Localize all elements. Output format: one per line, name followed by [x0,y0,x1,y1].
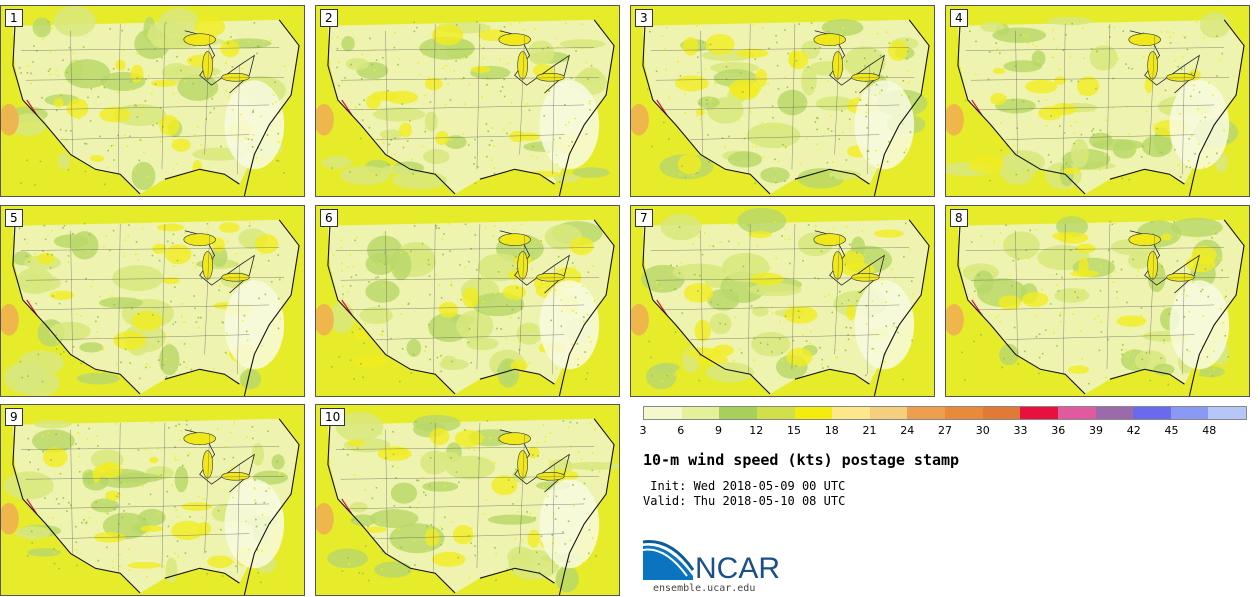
member-number: 4 [950,9,968,27]
legend-tick-label: 30 [975,424,990,437]
member-number: 6 [320,209,338,227]
wind-speed-map [316,405,619,595]
logo-text: NCAR [695,552,780,585]
map-panel-10: 10 [315,404,620,596]
wind-speed-map [316,206,619,396]
legend-swatch [832,407,870,419]
legend-swatch [945,407,983,419]
legend-tick-label: 21 [862,424,877,437]
legend-tick-label: 6 [677,424,685,437]
legend-swatch [1057,407,1096,419]
legend-tick-label: 42 [1126,424,1141,437]
member-number: 5 [5,209,23,227]
legend-tick-label: 39 [1089,424,1103,437]
member-number: 9 [5,408,23,426]
legend-tick-label: 48 [1202,424,1217,437]
member-number: 2 [320,9,338,27]
member-number: 10 [320,408,346,426]
wind-speed-map [316,6,619,196]
legend-swatch [1133,407,1171,419]
legend-tick-label: 45 [1164,424,1179,437]
legend-tick-label: 33 [1013,424,1028,437]
legend-swatch [719,407,757,419]
map-panel-2: 2 [315,5,620,197]
legend-swatch [1020,407,1058,419]
legend-tick-label: 3 [639,424,647,437]
map-panel-3: 3 [630,5,935,197]
legend-tick-label: 18 [824,424,839,437]
member-number: 8 [950,209,968,227]
legend-swatch [1208,407,1246,419]
ncar-logo: NCAR [642,540,793,585]
valid-time: Valid: Thu 2018-05-10 08 UTC [643,494,846,508]
legend-swatch [869,407,908,419]
site-url: ensemble.ucar.edu [653,583,756,594]
legend-tick-label: 9 [715,424,722,437]
map-panel-5: 5 [0,205,305,397]
wind-speed-map [1,206,304,396]
legend-swatch [794,407,833,419]
legend-swatch [644,407,682,419]
map-panel-8: 8 [945,205,1250,397]
wind-speed-map [946,206,1249,396]
legend-tick-label: 15 [787,424,801,437]
map-panel-9: 9 [0,404,305,596]
legend-swatch [1170,407,1209,419]
legend-tick-label: 24 [900,424,915,437]
wind-speed-map [1,6,304,196]
legend-swatch [982,407,1021,419]
wind-speed-map [631,206,934,396]
map-panel-6: 6 [315,205,620,397]
wind-speed-map [631,6,934,196]
legend-swatch [907,407,945,419]
legend-tick-label: 36 [1051,424,1066,437]
init-time: Init: Wed 2018-05-09 00 UTC [643,479,846,493]
wind-speed-map [946,6,1249,196]
member-number: 1 [5,9,23,27]
wind-speed-map [1,405,304,595]
legend-tick-label: 27 [938,424,952,437]
legend-swatch [681,407,720,419]
legend-swatch [756,407,795,419]
member-number: 7 [635,209,653,227]
legend-swatch [1095,407,1134,419]
legend-ticks: 3 6 9 12 15 18 21 24 27 30 33 36 39 42 45 48 [639,424,1247,438]
chart-title: 10-m wind speed (kts) postage stamp [643,451,960,469]
color-legend [643,406,1247,420]
map-panel-7: 7 [630,205,935,397]
map-panel-4: 4 [945,5,1250,197]
member-number: 3 [635,9,653,27]
map-panel-1: 1 [0,5,305,197]
legend-tick-label: 12 [749,424,764,437]
